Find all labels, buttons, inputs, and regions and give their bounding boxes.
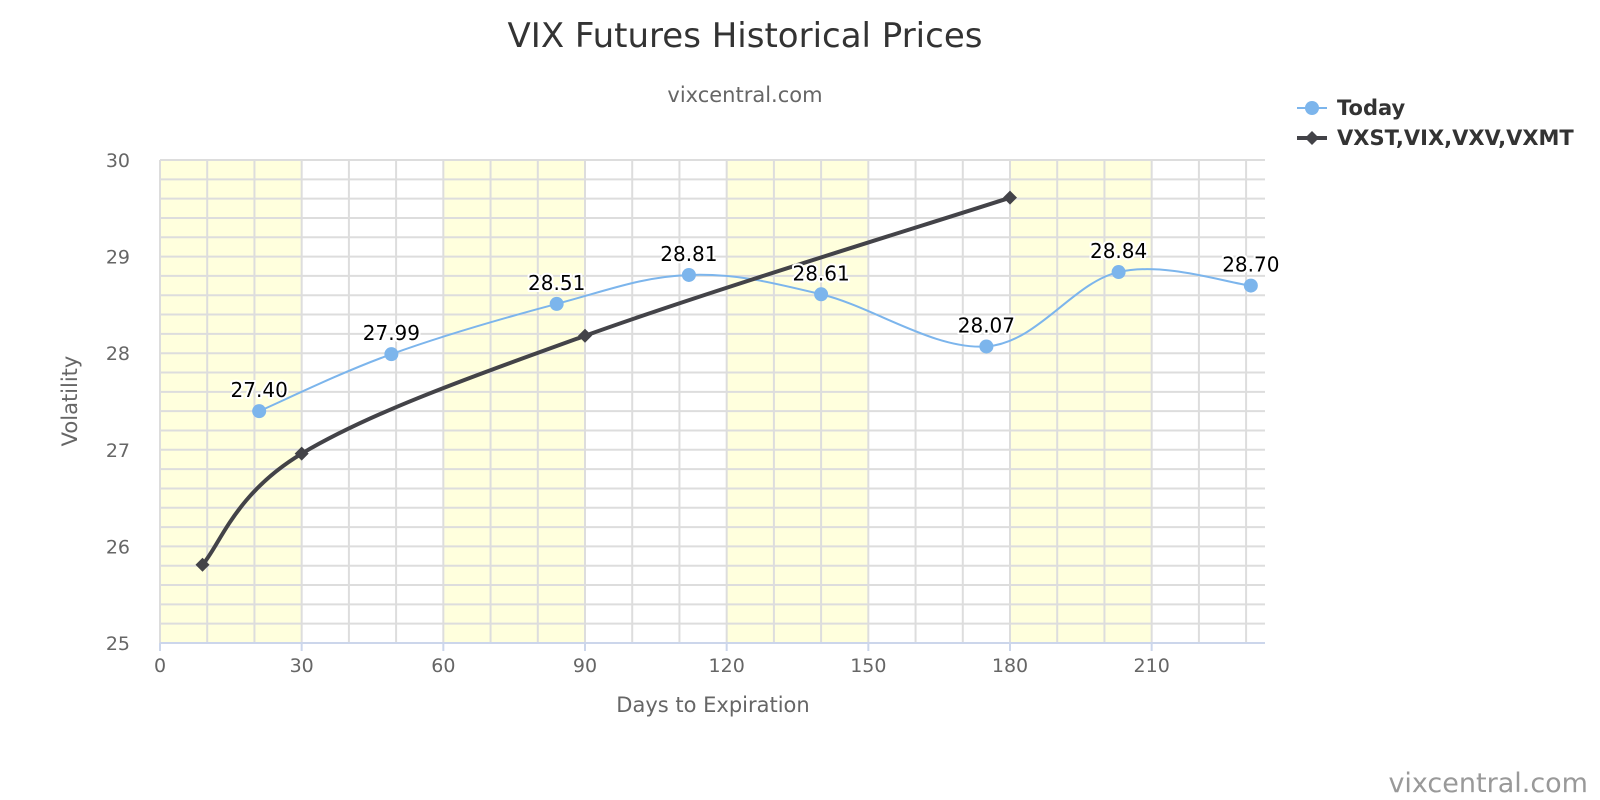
x-tick-label: 120 (709, 655, 745, 677)
data-point (1111, 265, 1126, 280)
x-tick-label: 0 (154, 655, 166, 677)
y-tick-label: 29 (106, 247, 130, 269)
data-point (195, 557, 210, 572)
x-tick-label: 90 (573, 655, 597, 677)
data-point (549, 296, 564, 311)
data-label: 28.81 (660, 242, 717, 266)
shaded-band-0 (160, 160, 302, 643)
data-point (1003, 190, 1017, 205)
x-tick-label: 150 (850, 655, 886, 677)
legend-item-label: Today (1337, 96, 1406, 120)
x-axis-title: Days to Expiration (616, 693, 809, 717)
data-labels: 27.40 27.99 28.51 28.81 28.61 28.07 28.84 28.70 (229, 237, 1282, 404)
data-point (1243, 278, 1258, 293)
data-label: 27.99 (363, 321, 420, 345)
y-axis-title: Volatility (58, 356, 82, 447)
chart-subtitle: vixcentral.com (667, 83, 822, 107)
legend-item-label: VXST,VIX,VXV,VXMT (1337, 126, 1574, 150)
axes: 0 30 60 90 120 150 180 210 25 26 27 28 29 30 (106, 150, 1265, 677)
legend: Today VXST,VIX,VXV,VXMT (1297, 96, 1574, 150)
data-point (979, 339, 994, 354)
data-label: 28.70 (1222, 253, 1279, 277)
x-tick-label: 30 (290, 655, 314, 677)
data-label: 27.40 (231, 378, 288, 402)
x-tick-label: 210 (1134, 655, 1170, 677)
data-label: 28.07 (958, 313, 1015, 337)
shaded-band-3 (1010, 160, 1152, 643)
x-tick-label: 180 (992, 655, 1028, 677)
y-tick-label: 25 (106, 633, 130, 655)
chart-credit: vixcentral.com (1388, 768, 1588, 799)
data-label: 28.61 (792, 261, 849, 285)
data-label: 28.51 (528, 271, 585, 295)
y-tick-label: 30 (106, 150, 130, 172)
data-point (814, 287, 829, 302)
data-point (294, 446, 309, 461)
grid-lines (159, 159, 1265, 644)
chart-title: VIX Futures Historical Prices (508, 16, 983, 56)
legend-marker (1305, 131, 1319, 145)
shaded-band-2 (726, 160, 869, 643)
x-tick-label: 60 (431, 655, 455, 677)
data-point (681, 267, 696, 282)
data-point (252, 404, 267, 419)
shaded-bands (160, 160, 1152, 643)
series-line-1 (200, 195, 1012, 567)
data-label: 28.84 (1090, 239, 1147, 263)
data-point (578, 328, 592, 343)
y-tick-label: 28 (106, 343, 130, 365)
shaded-band-1 (443, 160, 585, 643)
series-layer (195, 190, 1258, 572)
y-tick-label: 26 (106, 536, 130, 558)
y-tick-label: 27 (106, 440, 130, 462)
data-point (384, 347, 399, 362)
legend-marker (1305, 101, 1319, 115)
